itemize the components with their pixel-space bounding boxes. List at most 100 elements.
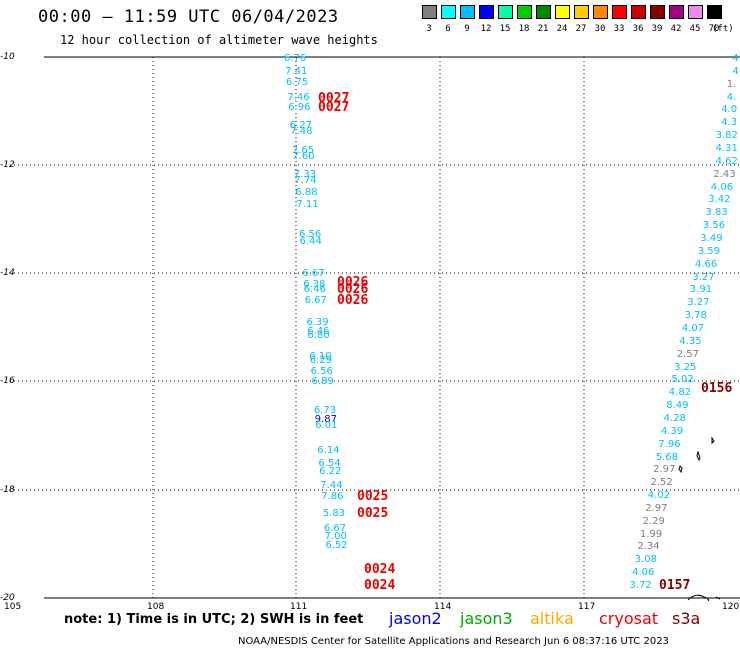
scale-swatch xyxy=(593,5,608,19)
wave-height-value: 4.28 xyxy=(663,412,686,424)
wave-height-value: 6.38 xyxy=(303,279,326,290)
wave-height-value: 6.52 xyxy=(325,540,348,551)
wave-height-value: 2.43 xyxy=(713,168,736,180)
scale-label: 3 xyxy=(426,24,432,34)
wave-height-value: 6.46 xyxy=(303,284,326,295)
wave-height-value: 3.49 xyxy=(700,233,723,244)
scale-label: 27 xyxy=(575,24,587,34)
pass-time: 0026 xyxy=(337,293,369,308)
scale-swatch xyxy=(555,5,570,19)
wave-height-value: 7.86 xyxy=(321,491,344,502)
pass-time: 0027 xyxy=(318,100,350,115)
scale-swatch xyxy=(631,5,646,19)
wave-height-value: 2.52 xyxy=(650,477,673,489)
legend-entry-s3a: s3a xyxy=(672,609,701,628)
footnote: note: 1) Time is in UTC; 2) SWH is in fe… xyxy=(64,612,364,627)
wave-height-value: 4.35 xyxy=(679,335,702,347)
longitude-label: 114 xyxy=(434,602,452,612)
scale-label: 36 xyxy=(632,24,644,34)
scale-label: 45 xyxy=(689,24,701,34)
wave-height-value: 6.67 xyxy=(302,268,325,279)
latitude-label: -12 xyxy=(0,160,15,170)
wave-height-value: 6.73 xyxy=(313,405,337,416)
scale-swatch xyxy=(479,5,494,19)
legend-entry-cryosat: cryosat xyxy=(599,609,659,628)
map-title: 00:00 — 11:59 UTC 06/04/2023 xyxy=(38,7,339,27)
scale-label: 33 xyxy=(613,24,625,34)
pass-time: 0024 xyxy=(364,578,396,593)
scale-swatch xyxy=(612,5,627,19)
wave-height-value: 4 xyxy=(732,53,739,64)
wave-height-value: 6.56 xyxy=(299,229,322,240)
scale-swatch xyxy=(517,5,532,19)
wave-height-value: 6.89 xyxy=(311,376,334,387)
wave-height-value: 4.62 xyxy=(715,155,738,167)
pass-time: 0027 xyxy=(318,91,350,106)
scale-label: 6 xyxy=(445,24,451,34)
wave-height-value: 3.27 xyxy=(687,297,710,309)
wave-height-value: 4.66 xyxy=(695,258,718,270)
scale-swatch xyxy=(707,5,722,19)
wave-height-value: 6.67 xyxy=(304,295,327,306)
wave-height-value: 7.44 xyxy=(320,480,343,491)
wave-height-value: 3.25 xyxy=(674,361,697,373)
scale-swatch xyxy=(650,5,665,19)
wave-height-value: 7.96 xyxy=(658,438,681,450)
latitude-label: -18 xyxy=(0,485,15,495)
longitude-label: 120 xyxy=(722,602,740,612)
scale-label: 24 xyxy=(556,24,568,34)
wave-height-value: 2.57 xyxy=(676,348,699,360)
wave-height-value: 2.97 xyxy=(645,502,668,514)
wave-height-value: 7.46 xyxy=(287,92,310,103)
wave-height-value: 2.34 xyxy=(637,541,660,553)
scale-swatch xyxy=(536,5,551,19)
wave-height-value: 7.65 xyxy=(291,145,315,156)
longitude-label: 111 xyxy=(290,602,308,612)
latitude-label: -14 xyxy=(0,268,15,278)
wave-height-value: 8.49 xyxy=(666,400,689,411)
pass-time: 0026 xyxy=(337,282,369,297)
wave-height-value: 3.59 xyxy=(697,245,720,257)
wave-height-value: 7.33 xyxy=(293,169,317,180)
wave-height-value: 6.39 xyxy=(306,317,329,328)
wave-height-value: 7.00 xyxy=(324,531,347,542)
scale-label: 15 xyxy=(499,24,511,34)
wave-height-value: 6.29 xyxy=(309,355,332,366)
scale-label: 21 xyxy=(537,24,549,34)
latitude-label: -10 xyxy=(0,52,15,62)
wave-height-value: 6.10 xyxy=(309,351,332,362)
longitude-label: 108 xyxy=(147,602,165,612)
map-subtitle: 12 hour collection of altimeter wave hei… xyxy=(60,33,378,47)
wave-height-value: 6.22 xyxy=(319,466,342,477)
wave-height-value: 3.08 xyxy=(634,554,657,566)
legend-entry-jason2: jason2 xyxy=(389,609,442,628)
longitude-label: 105 xyxy=(4,602,22,612)
wave-height-value: 4.06 xyxy=(632,567,655,579)
wave-height-value: 6.67 xyxy=(323,523,347,534)
scale-label: 39 xyxy=(651,24,663,34)
legend-entry-altika: altika xyxy=(530,609,574,628)
wave-height-value: 5.02 xyxy=(671,374,694,386)
scale-swatch xyxy=(498,5,513,19)
wave-height-value: 6.75 xyxy=(286,77,309,88)
wave-height-value: 4.07 xyxy=(681,322,705,334)
wave-height-value: 2.97 xyxy=(653,464,676,476)
wave-height-value: 4. xyxy=(726,91,737,103)
scale-label: 9 xyxy=(464,24,470,34)
scale-label: 18 xyxy=(518,24,530,34)
wave-height-value: 4.31 xyxy=(715,143,738,154)
pass-time: 0157 xyxy=(659,578,691,593)
wave-height-value: 6.88 xyxy=(295,187,318,198)
scale-label: 42 xyxy=(670,24,682,34)
wave-height-value: 6.01 xyxy=(315,420,338,431)
wave-height-value: 5.68 xyxy=(655,451,678,463)
pass-time: 0026 xyxy=(337,275,369,290)
wave-height-value: 6.46 xyxy=(307,326,330,337)
scale-label: 12 xyxy=(480,24,492,34)
wave-height-value: 4.02 xyxy=(647,490,671,501)
wave-height-value: 3.78 xyxy=(684,310,707,322)
scale-swatch xyxy=(688,5,703,19)
wave-height-value: 6.54 xyxy=(318,458,341,469)
pass-time: 0025 xyxy=(357,489,389,504)
